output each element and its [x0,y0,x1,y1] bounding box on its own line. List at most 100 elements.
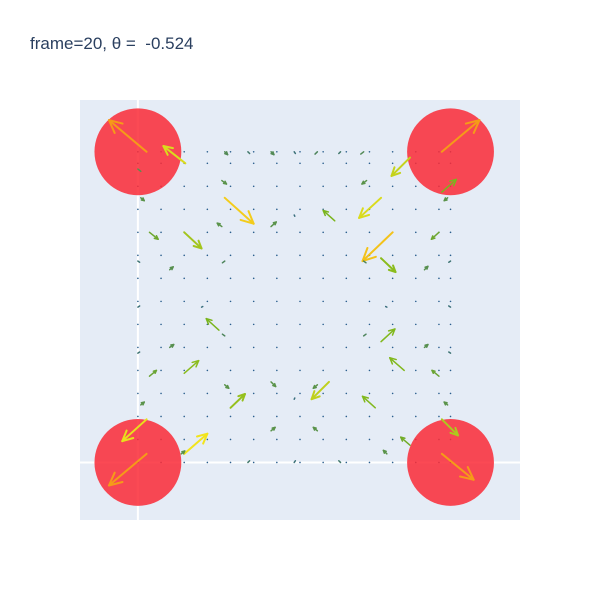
grid-dot-11-0 [391,461,394,464]
grid-dot-10-1 [368,438,371,441]
grid-dot-11-3 [391,392,394,395]
grid-dot-14-3 [449,392,452,395]
grid-dot-13-8 [438,277,440,280]
grid-dot-4-11 [229,208,232,211]
grid-dot-5-6 [252,323,255,326]
grid-dot-13-3 [438,392,440,395]
grid-dot-2-5 [183,346,186,349]
grid-dot-4-8 [229,277,232,280]
vector-arrow-8 [441,178,458,193]
grid-dot-11-8 [391,277,394,280]
vector-arrow-68 [293,214,296,217]
grid-dot-13-6 [438,323,440,326]
grid-dot-8-0 [322,461,324,464]
grid-dot-9-3 [345,392,348,395]
grid-dot-8-7 [322,300,324,303]
grid-dot-6-14 [276,150,278,153]
vector-arrow-9 [183,432,209,455]
grid-dot-8-1 [322,438,324,441]
grid-dot-4-0 [229,461,232,464]
grid-dot-10-8 [368,277,371,280]
grid-dot-7-11 [299,208,301,211]
grid-dot-7-12 [299,185,301,188]
vector-arrow-54 [443,401,449,406]
grid-dot-5-9 [252,254,255,257]
grid-dot-1-10 [160,231,162,234]
vector-arrow-27 [431,369,440,377]
grid-dot-1-7 [160,300,162,303]
grid-dot-11-2 [391,415,394,418]
grid-dot-7-2 [299,415,301,418]
grid-dot-1-9 [160,254,162,257]
vector-arrow-64 [137,260,141,263]
grid-dot-3-9 [206,254,209,257]
grid-dot-0-4 [137,369,139,372]
grid-dot-10-7 [368,300,371,303]
grid-dot-12-11 [414,208,417,211]
vector-arrow-34 [423,343,429,349]
grid-dot-7-9 [299,254,301,257]
grid-dot-12-2 [414,415,417,418]
grid-dot-14-4 [449,369,452,372]
vector-arrow-20 [388,357,405,372]
vector-arrow-53 [140,401,146,406]
corner-marker-0 [94,108,182,196]
grid-dot-13-11 [438,208,440,211]
vector-arrow-7 [440,418,460,437]
grid-dot-9-0 [345,461,348,464]
grid-dot-12-4 [414,369,417,372]
vector-arrow-67 [448,351,452,354]
grid-dot-11-11 [391,208,394,211]
grid-dot-5-0 [252,461,255,464]
grid-dot-5-13 [252,162,255,165]
vector-arrow-14 [380,257,397,274]
grid-dot-9-10 [345,231,348,234]
grid-dot-2-8 [183,277,186,280]
grid-dot-7-5 [299,346,301,349]
grid-dot-1-5 [160,346,162,349]
vector-arrow-6 [121,418,148,443]
grid-dot-4-4 [229,369,232,372]
grid-dot-2-3 [183,392,186,395]
grid-dot-12-8 [414,277,417,280]
grid-dot-1-6 [160,323,162,326]
grid-dot-14-9 [449,254,452,257]
vector-arrow-25 [430,231,440,240]
grid-dot-11-6 [391,323,394,326]
grid-dot-14-2 [449,415,452,418]
grid-dot-10-2 [368,415,371,418]
grid-dot-0-10 [137,231,139,234]
grid-dot-3-3 [206,392,209,395]
grid-dot-12-3 [414,392,417,395]
grid-dot-4-3 [229,392,232,395]
grid-dot-8-2 [322,415,324,418]
grid-dot-9-8 [345,277,348,280]
grid-dot-9-13 [345,162,348,165]
grid-dot-6-0 [276,461,278,464]
vector-arrow-71 [384,305,388,308]
vector-arrow-22 [361,395,377,409]
vector-arrow-65 [448,260,452,263]
vector-arrow-44 [314,151,319,155]
grid-dot-7-10 [299,231,301,234]
grid-dot-3-0 [206,461,209,464]
vector-arrow-5 [390,156,411,177]
grid-dot-9-6 [345,323,348,326]
vector-arrow-42 [382,449,388,455]
vector-arrow-58 [338,151,342,155]
grid-dot-13-5 [438,346,440,349]
vector-arrow-63 [448,305,452,308]
vector-arrow-32 [423,265,429,271]
chart-title: frame=20, θ = -0.524 [30,34,194,53]
vector-arrow-29 [361,179,368,185]
corner-marker-3 [407,419,494,506]
grid-dot-4-10 [229,231,232,234]
grid-dot-9-9 [345,254,348,257]
grid-dot-9-11 [345,208,348,211]
grid-dot-6-4 [276,369,278,372]
grid-dot-3-11 [206,208,209,211]
vector-arrow-18 [183,359,200,375]
grid-dot-11-1 [391,438,394,441]
vector-arrow-56 [247,151,251,155]
